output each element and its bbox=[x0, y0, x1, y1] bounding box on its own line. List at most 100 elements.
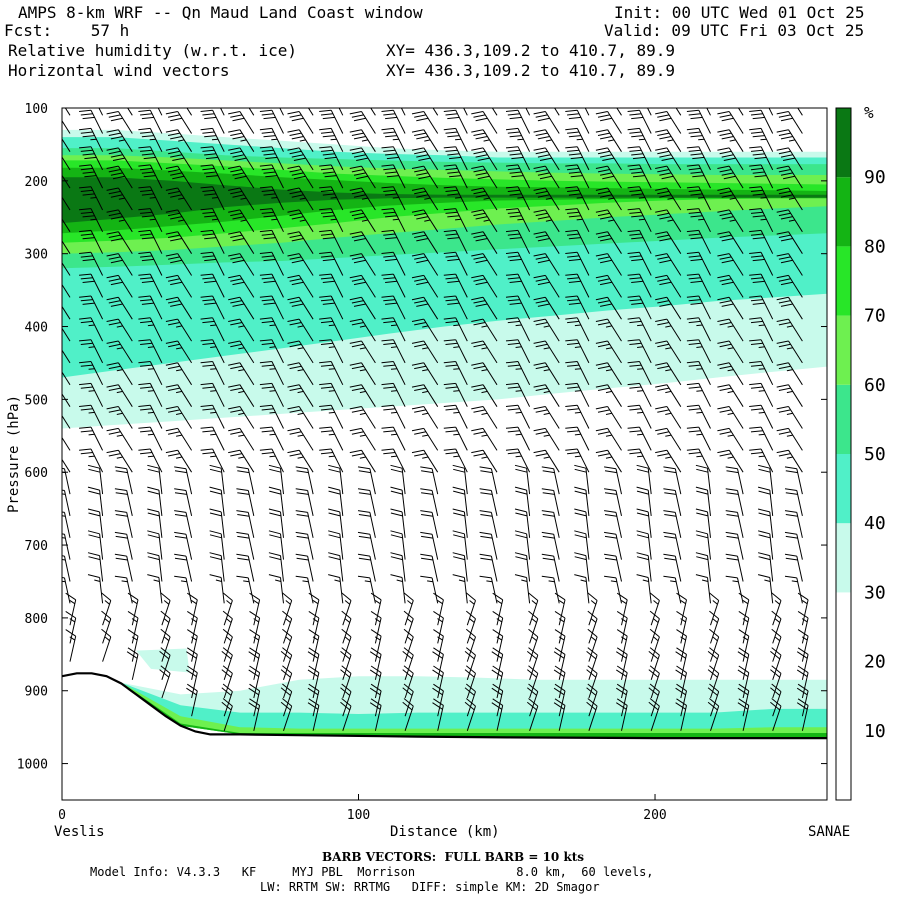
barb-flag bbox=[597, 431, 610, 435]
barb-flag bbox=[533, 209, 546, 213]
barb-flag bbox=[170, 117, 183, 122]
barb-flag bbox=[627, 127, 640, 131]
barb-flag bbox=[492, 610, 503, 619]
barb-shaft bbox=[517, 208, 531, 233]
barb-flag bbox=[47, 257, 59, 259]
barb-half-flag bbox=[104, 600, 110, 605]
barb-shaft bbox=[455, 404, 468, 429]
barb-shaft bbox=[330, 361, 344, 386]
barb-flag bbox=[553, 702, 565, 710]
barb-flag bbox=[542, 470, 555, 474]
barb-flag bbox=[308, 610, 320, 619]
barb-flag bbox=[82, 237, 95, 240]
barb-half-flag bbox=[696, 455, 703, 458]
wind-barb bbox=[328, 508, 344, 538]
barb-flag bbox=[565, 251, 578, 254]
barb-half-flag bbox=[390, 390, 398, 392]
barb-shaft bbox=[769, 511, 774, 538]
barb-flag bbox=[721, 172, 734, 176]
barb-shaft bbox=[392, 339, 406, 364]
barb-flag bbox=[319, 229, 332, 233]
wind-barb bbox=[62, 138, 71, 152]
barb-flag bbox=[453, 512, 465, 517]
barb-flag bbox=[411, 274, 424, 279]
wind-barb bbox=[636, 508, 652, 538]
barb-flag bbox=[565, 382, 578, 386]
barb-flag bbox=[421, 492, 434, 495]
wind-barb bbox=[505, 186, 531, 211]
barb-flag bbox=[291, 172, 304, 176]
barb-shaft bbox=[298, 231, 314, 254]
barb-flag bbox=[471, 253, 484, 257]
wind-barb bbox=[62, 327, 71, 342]
barb-flag bbox=[259, 382, 272, 386]
wind-barb bbox=[138, 382, 163, 407]
wind-barb bbox=[565, 295, 590, 320]
barb-shaft bbox=[312, 617, 320, 644]
barb-half-flag bbox=[271, 218, 278, 221]
barb-shaft bbox=[392, 273, 406, 298]
barb-flag bbox=[49, 239, 61, 241]
barb-flag bbox=[385, 280, 398, 283]
barb-flag bbox=[445, 113, 458, 116]
wind-barb bbox=[464, 698, 476, 731]
wind-barb bbox=[695, 464, 711, 495]
barb-flag bbox=[445, 299, 458, 302]
barb-flag bbox=[554, 629, 566, 637]
wind-barb bbox=[308, 610, 320, 644]
barb-flag bbox=[202, 167, 215, 171]
barb-shaft bbox=[298, 275, 314, 298]
barb-flag bbox=[565, 273, 578, 276]
barb-half-flag bbox=[574, 390, 581, 392]
barb-flag bbox=[147, 556, 160, 561]
wind-barb bbox=[749, 208, 774, 233]
barb-flag bbox=[567, 189, 580, 192]
barb-shaft bbox=[728, 129, 744, 152]
barb-shaft bbox=[271, 230, 284, 254]
barb-flag bbox=[115, 535, 128, 539]
barb-shaft bbox=[432, 108, 439, 116]
barb-shaft bbox=[544, 318, 560, 342]
barb-half-flag bbox=[453, 455, 460, 458]
wind-barb bbox=[259, 317, 284, 342]
wind-barb bbox=[106, 406, 133, 429]
barb-flag bbox=[676, 592, 687, 601]
barb-half-flag bbox=[104, 636, 110, 642]
barb-shaft bbox=[796, 468, 803, 495]
barb-flag bbox=[661, 157, 674, 161]
barb-flag bbox=[101, 610, 112, 620]
barb-flag bbox=[108, 114, 121, 118]
barb-flag bbox=[776, 111, 789, 115]
barb-shaft bbox=[338, 108, 344, 116]
barb-flag bbox=[515, 534, 528, 539]
barb-half-flag bbox=[696, 346, 703, 348]
barb-flag bbox=[383, 113, 396, 116]
barb-half-flag bbox=[269, 346, 276, 348]
wind-barb bbox=[287, 274, 314, 298]
barb-flag bbox=[655, 340, 668, 344]
barb-shaft bbox=[330, 448, 344, 473]
barb-flag bbox=[784, 575, 797, 579]
barb-flag bbox=[535, 409, 548, 413]
barb-flag bbox=[750, 189, 763, 192]
barb-shaft bbox=[161, 618, 171, 644]
barb-flag bbox=[616, 592, 628, 601]
barb-half-flag bbox=[517, 218, 524, 221]
wind-barb bbox=[259, 361, 284, 386]
barb-flag bbox=[108, 212, 121, 217]
wind-barb bbox=[249, 592, 261, 626]
barb-flag bbox=[174, 557, 187, 561]
barb-flag bbox=[230, 114, 243, 118]
barb-shaft bbox=[576, 146, 590, 171]
barb-flag bbox=[262, 96, 274, 97]
wind-barb bbox=[47, 257, 71, 276]
barb-flag bbox=[88, 512, 101, 517]
barb-flag bbox=[676, 629, 687, 637]
barb-flag bbox=[138, 146, 151, 149]
barb-flag bbox=[172, 175, 185, 180]
barb-flag bbox=[686, 361, 699, 364]
barb-flag bbox=[752, 153, 765, 156]
barb-flag bbox=[533, 274, 546, 279]
wind-barb bbox=[341, 610, 352, 644]
barb-flag bbox=[228, 209, 240, 213]
